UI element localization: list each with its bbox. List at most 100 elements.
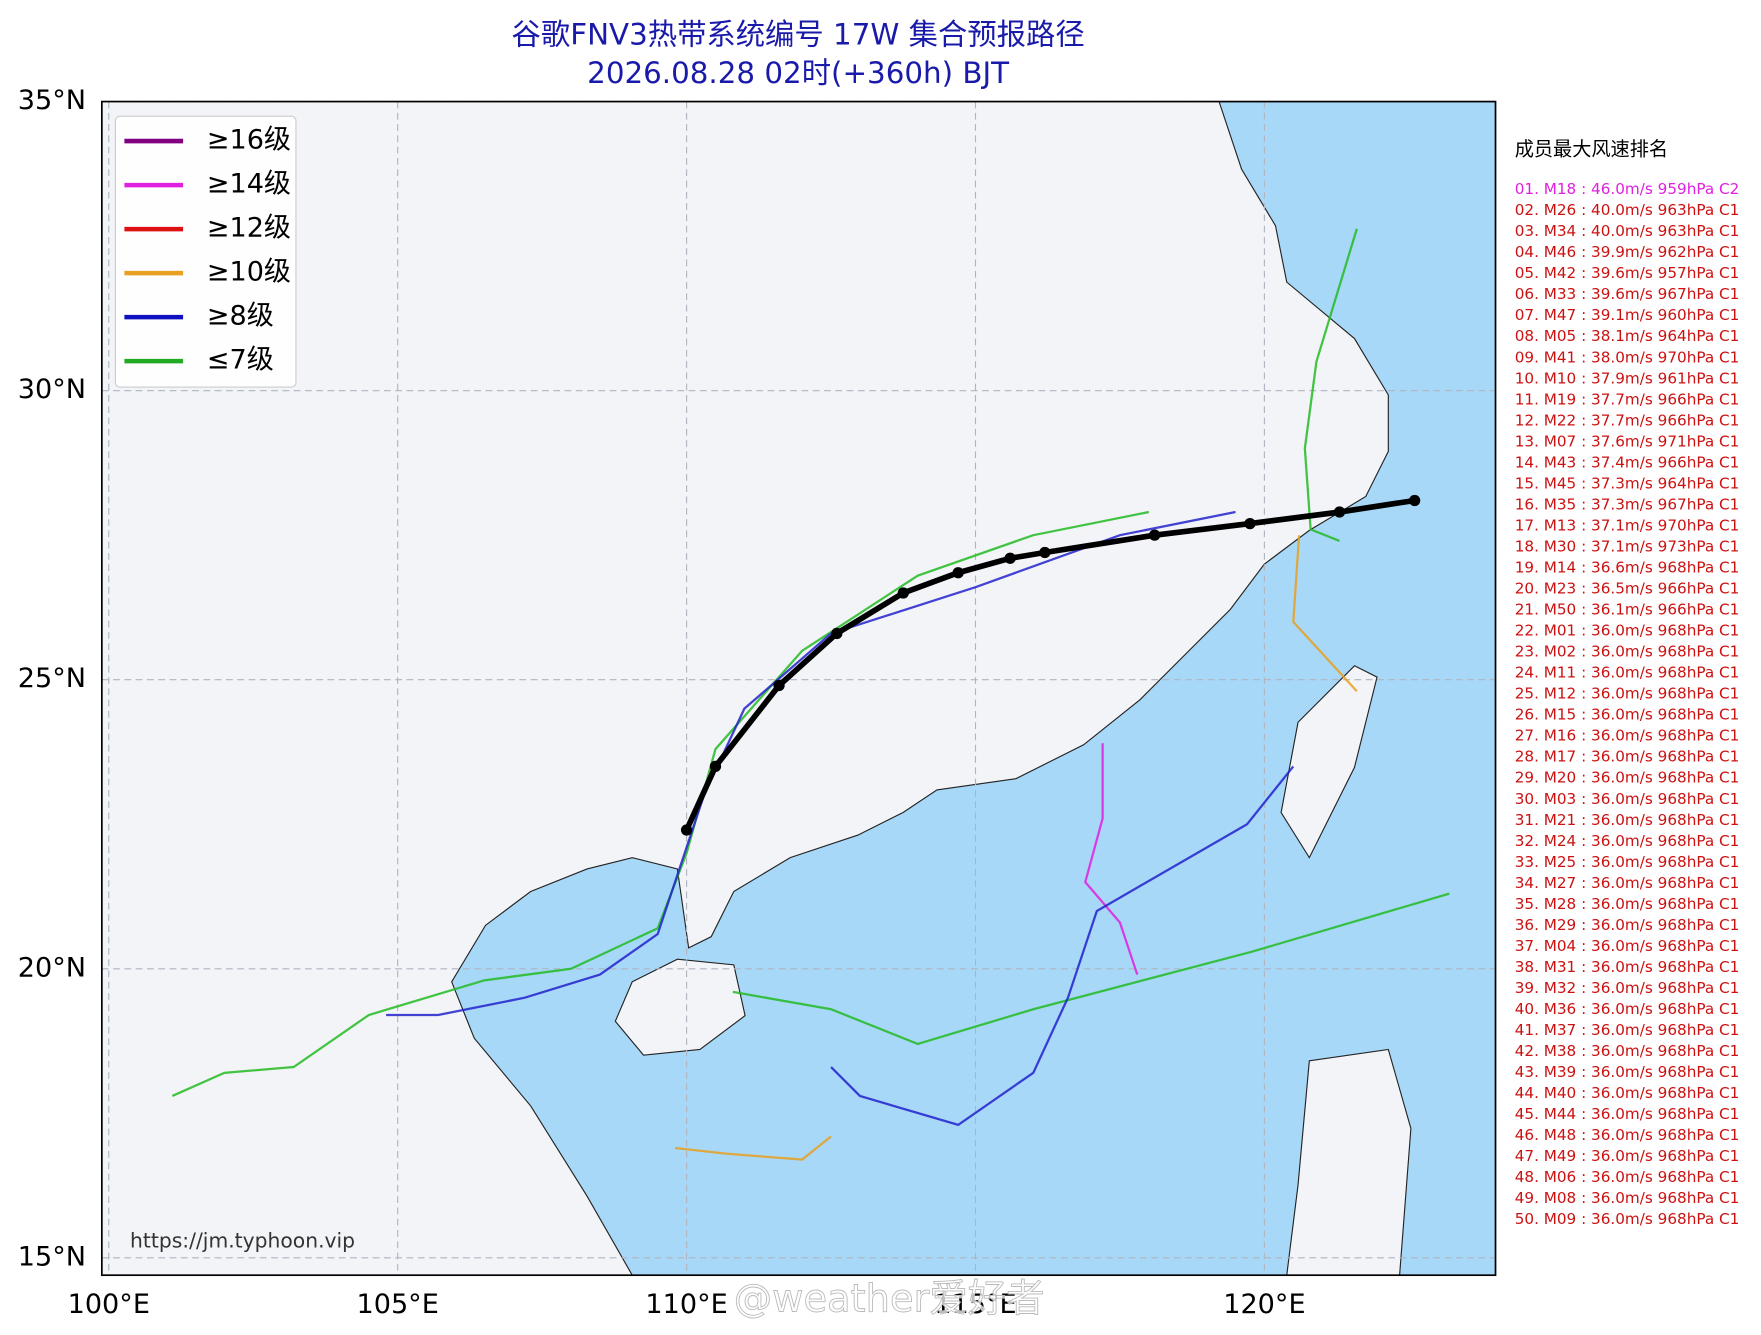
ranking-item: 42. M38 : 36.0m/s 968hPa C1 [1515, 1042, 1740, 1060]
ranking-item: 07. M47 : 39.1m/s 960hPa C1 [1515, 306, 1740, 324]
ranking-item: 15. M45 : 37.3m/s 964hPa C1 [1515, 474, 1740, 492]
y-tick-label: 30°N [18, 374, 86, 405]
legend-label: ≥16级 [207, 125, 291, 156]
ranking-item: 22. M01 : 36.0m/s 968hPa C1 [1515, 622, 1740, 640]
ranking-item: 17. M13 : 37.1m/s 970hPa C1 [1515, 516, 1740, 534]
ranking-item: 33. M25 : 36.0m/s 968hPa C1 [1515, 853, 1740, 871]
legend: ≥16级 ≥14级 ≥12级 ≥10级 ≥8级 ≤7级 [124, 125, 291, 376]
ensemble-track [830, 765, 1295, 1127]
ranking-item: 11. M19 : 37.7m/s 966hPa C1 [1515, 390, 1740, 408]
legend-label: ≤7级 [207, 345, 274, 376]
ticks: 100°E 105°E 110°E 115°E 120°E 15°N 20°N 25°N 30°… [18, 85, 1306, 1320]
map-frame [100, 100, 1497, 1277]
ranking-item: 41. M37 : 36.0m/s 968hPa C1 [1515, 1021, 1740, 1039]
mean-track-point [1004, 552, 1016, 564]
ranking-item: 06. M33 : 39.6m/s 967hPa C1 [1515, 285, 1740, 303]
ensemble-track [674, 1135, 832, 1161]
ranking-item: 46. M48 : 36.0m/s 968hPa C1 [1515, 1126, 1740, 1144]
ranking-item: 49. M08 : 36.0m/s 968hPa C1 [1515, 1189, 1740, 1207]
y-tick-label: 15°N [18, 1241, 86, 1272]
ranking-item: 31. M21 : 36.0m/s 968hPa C1 [1515, 811, 1740, 829]
y-tick-label: 20°N [18, 952, 86, 983]
mean-track-point [952, 567, 964, 579]
ranking-item: 25. M12 : 36.0m/s 968hPa C1 [1515, 685, 1740, 703]
ranking-item: 08. M05 : 38.1m/s 964hPa C1 [1515, 327, 1740, 345]
mean-track-point [773, 679, 785, 692]
ensemble-track [1084, 743, 1139, 975]
ranking-item: 16. M35 : 37.3m/s 967hPa C1 [1515, 495, 1740, 513]
ranking-item: 38. M31 : 36.0m/s 968hPa C1 [1515, 958, 1740, 976]
x-tick-label: 105°E [357, 1289, 439, 1320]
ranking-item: 34. M27 : 36.0m/s 968hPa C1 [1515, 874, 1740, 892]
mean-track-point [1408, 494, 1421, 507]
mean-track-point [680, 824, 693, 836]
ranking-item: 45. M44 : 36.0m/s 968hPa C1 [1515, 1105, 1740, 1123]
ranking-item: 36. M29 : 36.0m/s 968hPa C1 [1515, 916, 1740, 934]
ranking-item: 28. M17 : 36.0m/s 968hPa C1 [1515, 748, 1740, 766]
ranking-item: 23. M02 : 36.0m/s 968hPa C1 [1515, 643, 1740, 661]
ranking-item: 04. M46 : 39.9m/s 962hPa C1 [1515, 243, 1740, 261]
x-tick-label: 115°E [934, 1289, 1016, 1320]
subtitle: 2026.08.28 02时(+360h) BJT [587, 56, 1009, 90]
source-url: https://jm.typhoon.vip [130, 1228, 355, 1252]
tracks [171, 228, 1450, 1161]
taiwan [1280, 665, 1378, 859]
ranking-item: 02. M26 : 40.0m/s 963hPa C1 [1515, 201, 1740, 219]
mean-track-point [897, 587, 909, 599]
ensemble-track [1292, 535, 1358, 693]
ranking-item: 14. M43 : 37.4m/s 966hPa C1 [1515, 453, 1740, 471]
watermark: @weather爱好者 [734, 1277, 1045, 1322]
title: 谷歌FNV3热带系统编号 17W 集合预报路径 [512, 18, 1085, 52]
luzon [1286, 1048, 1412, 1276]
y-tick-label: 25°N [18, 663, 86, 694]
legend-label: ≥10级 [207, 257, 291, 288]
ranking-item: 12. M22 : 37.7m/s 966hPa C1 [1515, 411, 1740, 429]
ranking-item: 19. M14 : 36.6m/s 968hPa C1 [1515, 559, 1740, 577]
x-tick-label: 100°E [68, 1289, 150, 1320]
ranking-item: 43. M39 : 36.0m/s 968hPa C1 [1515, 1063, 1740, 1081]
ranking-item: 37. M04 : 36.0m/s 968hPa C1 [1515, 937, 1740, 955]
ranking-item: 27. M16 : 36.0m/s 968hPa C1 [1515, 727, 1740, 745]
ranking-item: 39. M32 : 36.0m/s 968hPa C1 [1515, 979, 1740, 997]
ranking-item: 18. M30 : 37.1m/s 973hPa C1 [1515, 537, 1740, 555]
ranking-item: 01. M18 : 46.0m/s 959hPa C2 [1515, 180, 1740, 198]
ranking-item: 44. M40 : 36.0m/s 968hPa C1 [1515, 1084, 1740, 1102]
ranking-item: 24. M11 : 36.0m/s 968hPa C1 [1515, 664, 1740, 682]
ranking-item: 48. M06 : 36.0m/s 968hPa C1 [1515, 1168, 1740, 1186]
mean-track-point [1148, 529, 1161, 541]
ranking-item: 03. M34 : 40.0m/s 963hPa C1 [1515, 222, 1740, 240]
ranking-item: 47. M49 : 36.0m/s 968hPa C1 [1515, 1147, 1740, 1165]
ranking-item: 26. M15 : 36.0m/s 968hPa C1 [1515, 706, 1740, 724]
grid [101, 101, 1496, 1276]
mean-track [684, 497, 1416, 832]
legend-label: ≥12级 [207, 213, 291, 244]
y-tick-label: 35°N [18, 85, 86, 116]
legend-label: ≥8级 [207, 301, 274, 332]
mean-track-point [1039, 546, 1051, 559]
mean-track-point [1244, 517, 1256, 530]
ranking-item: 05. M42 : 39.6m/s 957hPa C1 [1515, 264, 1740, 282]
ranking-item: 13. M07 : 37.6m/s 971hPa C1 [1515, 432, 1740, 450]
ensemble-track [171, 510, 1150, 1097]
map-base [101, 101, 1496, 1276]
mean-track-point [1333, 506, 1346, 518]
mean-track-point [831, 627, 843, 640]
ranking-item: 09. M41 : 38.0m/s 970hPa C1 [1515, 348, 1740, 366]
ensemble-track [1303, 228, 1358, 542]
ranking-item: 35. M28 : 36.0m/s 968hPa C1 [1515, 895, 1740, 913]
mean-track-point [709, 760, 722, 773]
ranking-item: 29. M20 : 36.0m/s 968hPa C1 [1515, 769, 1740, 787]
ranking-item: 50. M09 : 36.0m/s 968hPa C1 [1515, 1210, 1740, 1228]
ranking-item: 20. M23 : 36.5m/s 966hPa C1 [1515, 580, 1740, 598]
ranking-item: 30. M03 : 36.0m/s 968hPa C1 [1515, 790, 1740, 808]
ranking-item: 32. M24 : 36.0m/s 968hPa C1 [1515, 832, 1740, 850]
x-tick-label: 110°E [645, 1289, 727, 1320]
legend-label: ≥14级 [207, 169, 291, 200]
ranking-item: 40. M36 : 36.0m/s 968hPa C1 [1515, 1000, 1740, 1018]
ranking-item: 10. M10 : 37.9m/s 961hPa C1 [1515, 369, 1740, 387]
ensemble-track [732, 892, 1450, 1046]
ranking-item: 21. M50 : 36.1m/s 966hPa C1 [1515, 601, 1740, 619]
ranking: 成员最大风速排名 01. M18 : 46.0m/s 959hPa C2 02. M… [1515, 138, 1740, 1229]
